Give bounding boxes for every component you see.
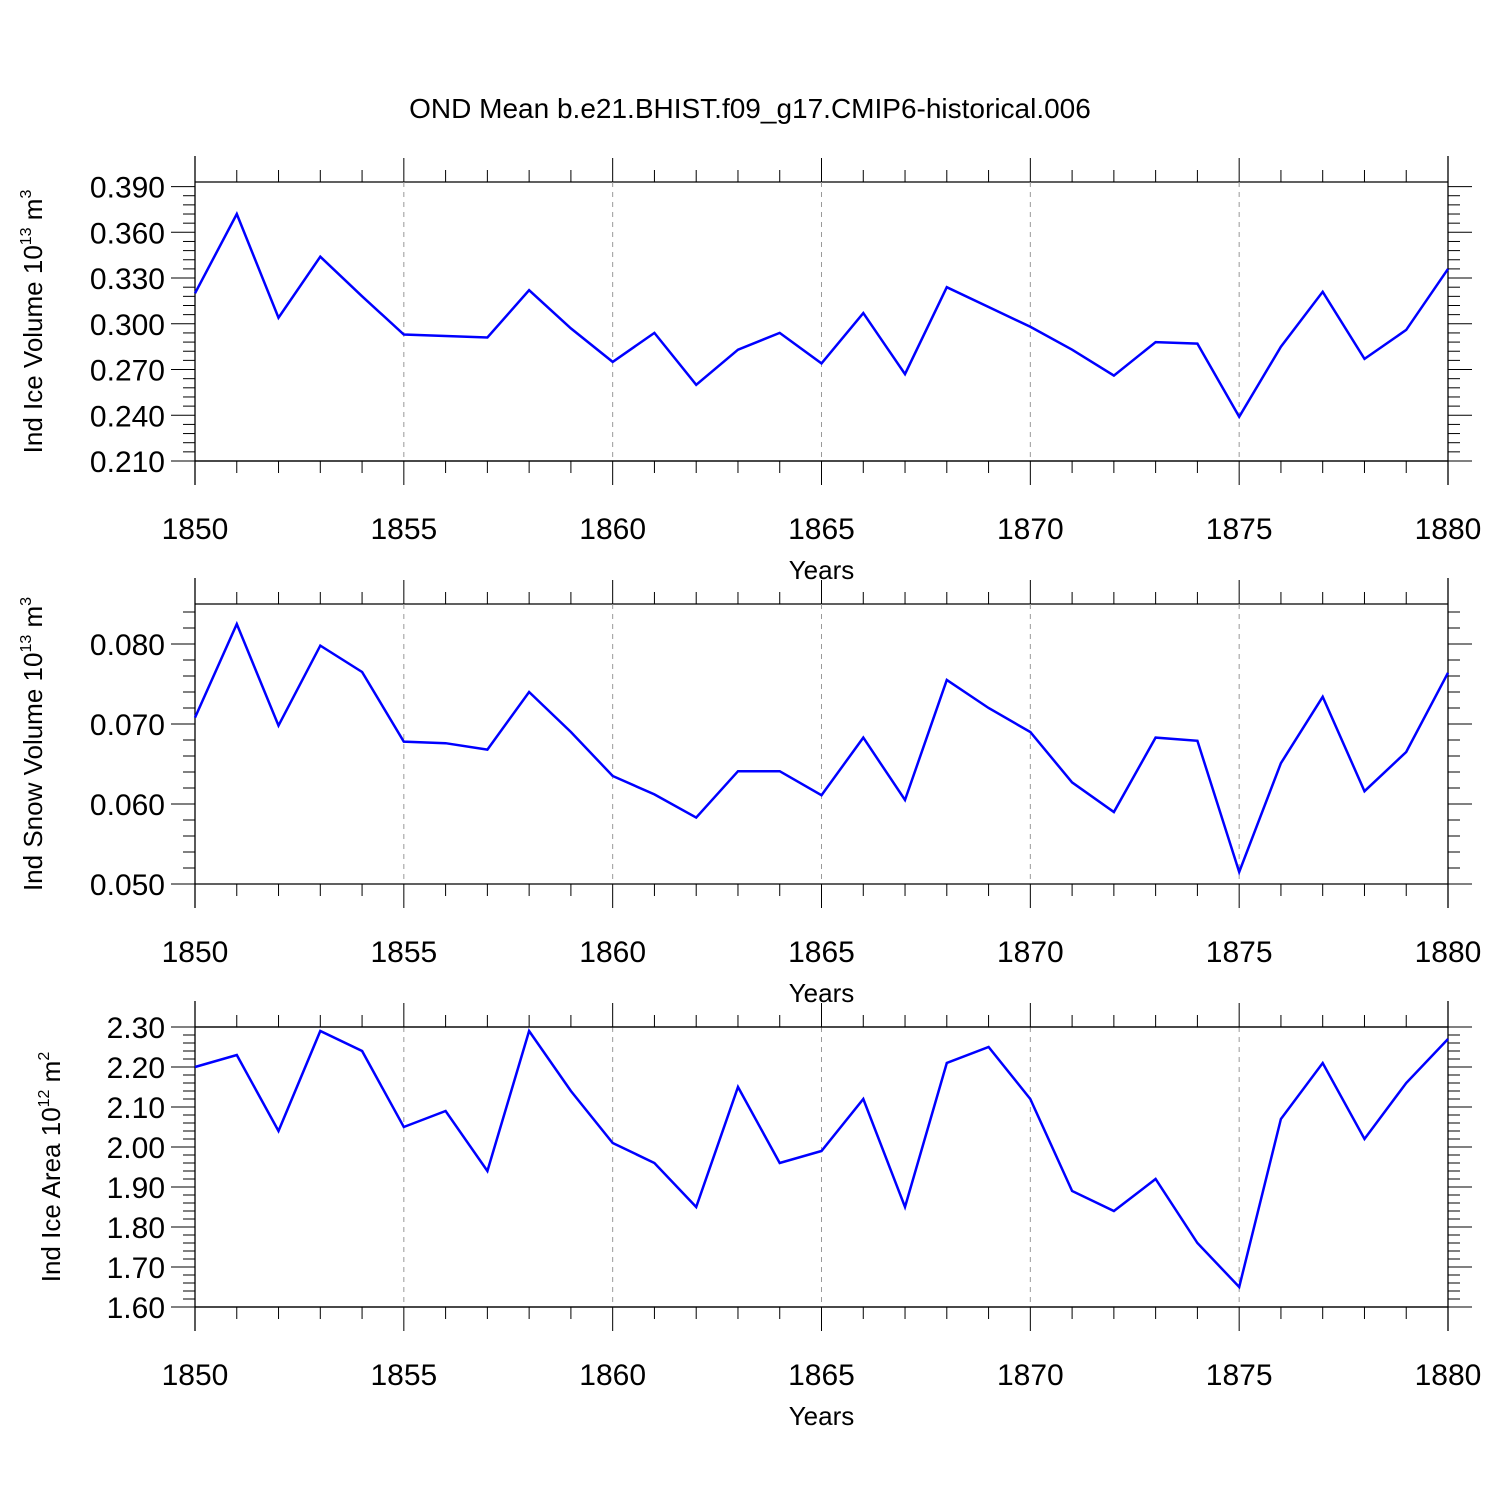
x-tick-label: 1875 [1206, 936, 1273, 969]
x-tick-label: 1865 [788, 936, 855, 969]
y-tick-label: 1.90 [107, 1172, 165, 1205]
panel-2: 0.050 0.060 0.070 0.080 1850 1855 1860 1865 1870… [18, 578, 1481, 1008]
panel-3: 1.60 1.70 1.80 1.90 2.00 2.10 2.20 2.30 1850 1855… [36, 1001, 1481, 1431]
x-tick-label: 1880 [1415, 513, 1482, 546]
x-tick-label: 1850 [162, 936, 229, 969]
x-tick-label: 1870 [997, 513, 1064, 546]
x-tick-label: 1865 [788, 1359, 855, 1392]
x-tick-label: 1850 [162, 513, 229, 546]
y-tick-label: 0.330 [90, 263, 165, 296]
series-line [193, 620, 1450, 876]
y-tick-label: 0.390 [90, 172, 165, 205]
y-tick-label: 0.080 [90, 629, 165, 662]
y-tick-label: 0.270 [90, 355, 165, 388]
x-tick-label: 1860 [579, 936, 646, 969]
y-tick-label: 0.240 [90, 400, 165, 433]
x-tick-label: 1875 [1206, 513, 1273, 546]
x-tick-label: 1855 [370, 1359, 437, 1392]
y-axis-label: Ind Ice Volume 1013 m3 [18, 190, 48, 454]
chart-title: OND Mean b.e21.BHIST.f09_g17.CMIP6-histo… [409, 93, 1091, 124]
x-tick-label: 1850 [162, 1359, 229, 1392]
series-line [193, 211, 1450, 420]
x-tick-label: 1875 [1206, 1359, 1273, 1392]
y-axis-label: Ind Snow Volume 1013 m3 [18, 597, 48, 891]
x-tick-label: 1880 [1415, 936, 1482, 969]
x-tick-label: 1855 [370, 936, 437, 969]
x-tick-label: 1860 [579, 513, 646, 546]
y-tick-label: 0.050 [90, 869, 165, 902]
x-tick-label: 1860 [579, 1359, 646, 1392]
x-tick-label: 1865 [788, 513, 855, 546]
x-tick-label: 1880 [1415, 1359, 1482, 1392]
y-axis-label: Ind Ice Area 1012 m2 [36, 1052, 66, 1283]
y-tick-label: 0.210 [90, 446, 165, 479]
y-tick-label: 2.30 [107, 1012, 165, 1045]
y-tick-label: 0.300 [90, 309, 165, 342]
y-tick-label: 1.60 [107, 1292, 165, 1325]
y-tick-label: 0.070 [90, 709, 165, 742]
y-tick-label: 1.70 [107, 1252, 165, 1285]
x-tick-label: 1870 [997, 936, 1064, 969]
y-tick-label: 1.80 [107, 1212, 165, 1245]
y-tick-label: 0.060 [90, 789, 165, 822]
panel-1: 0.210 0.240 0.270 0.300 0.330 0.360 0.390 1850 1… [18, 156, 1481, 585]
series-line [194, 1028, 1449, 1290]
y-tick-label: 0.360 [90, 217, 165, 250]
x-tick-label: 1870 [997, 1359, 1064, 1392]
x-axis-label: Years [789, 1401, 855, 1431]
x-tick-label: 1855 [370, 513, 437, 546]
y-tick-label: 2.00 [107, 1132, 165, 1165]
y-tick-label: 2.20 [107, 1052, 165, 1085]
y-tick-label: 2.10 [107, 1092, 165, 1125]
